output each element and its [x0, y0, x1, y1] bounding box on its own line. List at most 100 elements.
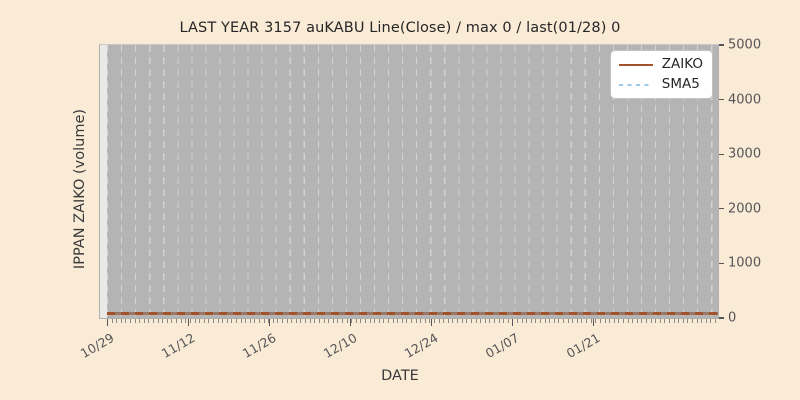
x-tick-minor — [226, 319, 228, 323]
plot-area: ZAIKO SMA5 — [100, 45, 718, 318]
x-tick-minor — [558, 319, 560, 323]
x-tick-label: 11/12 — [158, 330, 198, 362]
x-tick-minor — [613, 319, 615, 323]
x-tick-minor — [199, 319, 201, 323]
x-tick-minor — [189, 319, 191, 323]
x-tick-minor — [364, 319, 366, 323]
x-tick-minor — [231, 319, 233, 323]
x-tick-minor — [622, 319, 624, 323]
x-tick-minor — [143, 319, 145, 323]
y-tick-label: 3000 — [728, 146, 762, 162]
x-tick-minor — [466, 319, 468, 323]
x-tick-label: 11/26 — [239, 330, 279, 362]
x-tick-minor — [567, 319, 569, 323]
x-tick-minor — [272, 319, 274, 323]
x-tick-minor — [535, 319, 537, 323]
x-tick-minor — [240, 319, 242, 323]
x-tick-minor — [659, 319, 661, 323]
x-tick-minor — [397, 319, 399, 323]
x-tick-minor — [360, 319, 362, 323]
x-tick-minor — [369, 319, 371, 323]
x-tick-major — [511, 319, 513, 326]
x-tick-minor — [434, 319, 436, 323]
x-tick-minor — [203, 319, 205, 323]
y-tick-label: 2000 — [728, 201, 762, 217]
legend-item-sma5[interactable]: SMA5 — [618, 77, 703, 92]
x-tick-minor — [217, 319, 219, 323]
x-tick-minor — [286, 319, 288, 323]
x-tick-minor — [116, 319, 118, 323]
x-tick-minor — [503, 319, 505, 323]
x-tick-minor — [544, 319, 546, 323]
x-tick-minor — [392, 319, 394, 323]
x-tick-minor — [682, 319, 684, 323]
x-tick-minor — [259, 319, 261, 323]
x-tick-major — [430, 319, 432, 326]
x-tick-major — [592, 319, 594, 326]
x-tick-minor — [134, 319, 136, 323]
x-tick-minor — [549, 319, 551, 323]
series-line-zaiko — [107, 312, 718, 315]
y-tick-mark — [719, 317, 724, 319]
legend-item-zaiko[interactable]: ZAIKO — [618, 57, 703, 72]
y-tick-label: 4000 — [728, 92, 762, 108]
x-tick-minor — [424, 319, 426, 323]
x-tick-minor — [452, 319, 454, 323]
x-tick-minor — [139, 319, 141, 323]
x-tick-minor — [314, 319, 316, 323]
x-tick-minor — [701, 319, 703, 323]
axis-spine-bottom — [99, 318, 719, 320]
x-tick-minor — [300, 319, 302, 323]
x-tick-minor — [337, 319, 339, 323]
x-tick-minor — [705, 319, 707, 323]
x-tick-minor — [401, 319, 403, 323]
x-tick-minor — [378, 319, 380, 323]
x-tick-minor — [148, 319, 150, 323]
x-tick-minor — [406, 319, 408, 323]
x-tick-minor — [176, 319, 178, 323]
x-tick-minor — [429, 319, 431, 323]
legend[interactable]: ZAIKO SMA5 — [610, 51, 712, 98]
x-tick-minor — [185, 319, 187, 323]
x-tick-minor — [415, 319, 417, 323]
x-tick-major — [349, 319, 352, 326]
x-tick-minor — [245, 319, 247, 323]
x-tick-minor — [572, 319, 574, 323]
x-tick-minor — [457, 319, 459, 323]
x-tick-minor — [655, 319, 657, 323]
x-tick-minor — [715, 319, 717, 323]
x-tick-minor — [120, 319, 122, 323]
axis-spine-right — [718, 45, 720, 319]
x-tick-minor — [710, 319, 712, 323]
x-tick-minor — [507, 319, 509, 323]
x-tick-minor — [341, 319, 343, 323]
x-tick-minor — [383, 319, 385, 323]
x-tick-minor — [443, 319, 445, 323]
x-tick-minor — [157, 319, 159, 323]
x-tick-minor — [636, 319, 638, 323]
y-tick-mark — [719, 262, 724, 265]
x-axis-title: DATE — [381, 368, 419, 384]
y-tick-mark — [719, 208, 724, 210]
y-axis-title: IPPAN ZAIKO (volume) — [72, 108, 88, 270]
x-tick-minor — [475, 319, 477, 323]
x-tick-minor — [540, 319, 542, 323]
chart-title: LAST YEAR 3157 auKABU Line(Close) / max … — [179, 20, 621, 36]
x-tick-minor — [171, 319, 173, 323]
legend-swatch-zaiko-icon — [618, 59, 653, 71]
x-tick-minor — [222, 319, 224, 323]
x-tick-minor — [650, 319, 652, 323]
x-tick-minor — [438, 319, 440, 323]
x-tick-minor — [632, 319, 634, 323]
x-tick-minor — [153, 319, 155, 323]
x-tick-minor — [162, 319, 164, 323]
x-tick-minor — [526, 319, 528, 323]
y-tick-label: 0 — [728, 310, 737, 326]
x-tick-major — [187, 319, 190, 326]
x-tick-label: 10/29 — [77, 330, 117, 362]
y-tick-label: 5000 — [728, 37, 762, 53]
x-tick-minor — [351, 319, 353, 323]
x-tick-minor — [447, 319, 449, 323]
x-tick-label: 12/10 — [320, 330, 360, 362]
